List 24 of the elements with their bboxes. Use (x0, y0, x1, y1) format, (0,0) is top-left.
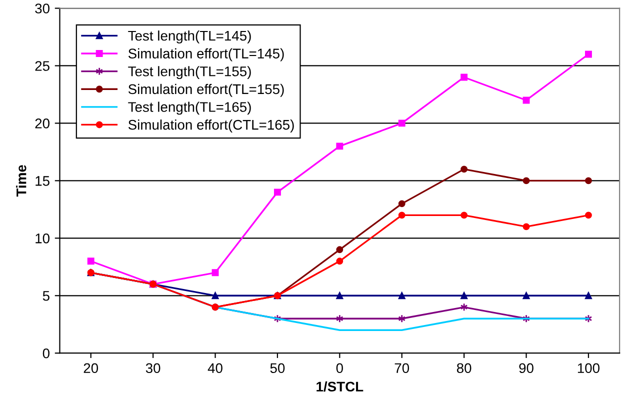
x-tick-label: 20 (84, 363, 98, 374)
x-tick-label: 100 (578, 363, 600, 374)
x-tick-label: 50 (270, 363, 285, 374)
x-tick-label: 40 (208, 363, 222, 374)
x-tick-label: 70 (394, 363, 410, 374)
legend-label: Simulation effort(TL=155) (128, 84, 284, 97)
y-tick-label: 20 (35, 118, 50, 128)
legend-label: Test length(TL=145) (128, 30, 251, 44)
y-tick-label: 5 (42, 291, 50, 301)
y-tick-label: 15 (36, 176, 50, 186)
legend-label: Test length(TL=155) (128, 66, 251, 80)
x-tick-label: 80 (456, 363, 472, 374)
y-tick-label: 10 (36, 234, 50, 244)
y-tick-label: 30 (35, 4, 50, 14)
x-tick-label: 90 (519, 363, 534, 374)
y-tick-label: 25 (35, 61, 50, 71)
legend-label: Test length(TL=165) (128, 102, 251, 115)
legend-label: Simulation effort(TL=145) (128, 48, 284, 62)
x-tick-label: 30 (146, 363, 160, 374)
legend-label: Simulation effort(CTL=165) (128, 120, 294, 132)
y-axis-title: Time (16, 165, 26, 197)
x-tick-label: 0 (336, 363, 343, 374)
x-axis-title: 1/STCL (316, 381, 364, 392)
y-tick-label: 0 (42, 348, 50, 358)
